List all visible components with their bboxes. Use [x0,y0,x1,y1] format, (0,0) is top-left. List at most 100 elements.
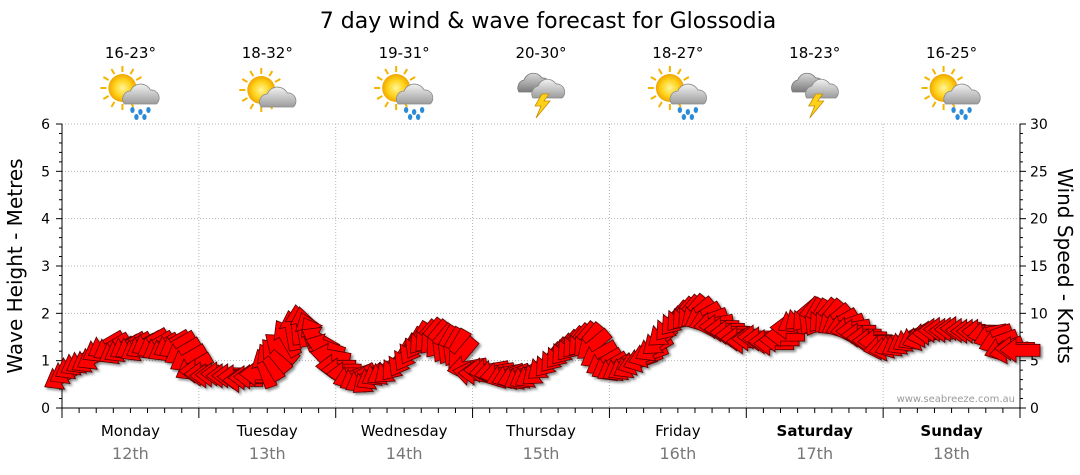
sun-ray [376,76,383,81]
chart-title: 7 day wind & wave forecast for Glossodia [320,9,776,34]
right-tick-label: 0 [1030,401,1039,417]
sun-ray [241,78,248,83]
sun-ray [384,68,390,75]
right-tick-label: 5 [1030,354,1039,370]
sun-ray [657,101,663,108]
rain-drop [685,109,691,115]
rain-drop [138,109,143,115]
left-tick-label: 5 [41,164,50,180]
day-name: Monday [101,422,160,440]
day-name: Wednesday [361,422,448,440]
cloud-shape [943,83,981,105]
day-labels: Monday 12th Tuesday 13th Wednesday 14th Thursd… [101,422,983,463]
left-tick-label: 6 [41,117,50,133]
rain-drop [419,107,425,113]
sun-ray [956,76,964,81]
sun-ray [931,68,937,75]
rain-drop [959,109,964,115]
sun-ray [384,101,390,108]
right-axis-title: Wind Speed - Knots [1053,168,1077,364]
day-date: 12th [112,444,149,463]
sun-ray [931,101,937,108]
sun-ray [924,95,931,100]
day-name: Sunday [920,422,983,440]
rain-drop [403,107,409,113]
rain-drop [955,114,960,120]
right-axis-ticks: 0 5 10 15 20 25 30 [1030,117,1048,417]
sun-ray [102,76,110,81]
storm-cloud-icon [517,72,566,119]
rain-drop [689,114,695,120]
left-tick-label: 4 [41,212,50,228]
rain-drop [963,114,968,120]
sun-ray [135,76,142,81]
rain-drop [146,107,151,113]
credit-text: www.seabreeze.com.au [897,394,1015,405]
day-date: 13th [249,444,286,463]
day-temp-range: 20-30° [515,44,566,62]
day-name: Thursday [505,422,576,440]
day-date: 15th [523,444,560,463]
cloud-shape [396,83,434,105]
right-tick-label: 10 [1030,306,1048,322]
cloud-shape [259,86,297,108]
rain-drop [681,114,687,120]
sun-ray [110,68,116,75]
weather-icon-row [100,66,981,120]
day-temp-range: 16-25° [926,44,977,62]
rain-drop [693,107,699,113]
right-tick-label: 15 [1030,259,1048,275]
cloud-shape [669,83,708,105]
temperature-row: 16-23° 18-32° 19-31° 20-30° 18-27° 18-23° 16-2… [105,44,977,62]
sun-ray [249,103,255,110]
rain-drop [967,107,972,113]
sun-cloud-icon [239,68,297,112]
cloud-shape [531,78,566,99]
left-tick-label: 2 [41,306,50,322]
sun-cloud-rain-icon [374,66,434,120]
sun-ray [676,68,682,75]
sun-ray [657,68,663,75]
rain-drop [407,114,413,120]
sun-ray [129,68,135,75]
left-tick-label: 3 [41,259,50,275]
day-name: Tuesday [236,422,298,440]
sun-ray [110,101,116,108]
day-temp-range: 18-27° [652,44,703,62]
rain-drop [130,107,135,113]
sun-ray [409,76,416,81]
sun-ray [376,95,383,100]
rain-drop [415,114,421,120]
left-tick-label: 1 [41,354,50,370]
left-tick-label: 0 [41,401,50,417]
sun-ray [950,68,956,75]
sun-ray [268,70,274,77]
lightning-bolt [534,93,551,119]
sun-ray [650,95,657,100]
day-temp-range: 18-23° [789,44,840,62]
day-date: 18th [933,444,970,463]
right-tick-label: 20 [1030,212,1048,228]
storm-cloud-icon [791,72,839,119]
sun-ray [650,76,657,81]
day-date: 16th [659,444,696,463]
lightning-bolt [808,93,825,119]
sun-ray [241,97,248,102]
wind-arrow [999,337,1041,364]
sun-cloud-rain-icon [921,66,981,120]
rain-drop [411,109,417,115]
left-axis-ticks: 0 1 2 3 4 5 6 [41,117,50,417]
rain-drop [677,107,683,113]
day-temp-range: 19-31° [379,44,430,62]
sun-ray [274,78,281,83]
rain-drop [951,107,956,113]
day-date: 14th [386,444,423,463]
rain-drop [134,114,139,120]
sun-ray [403,68,409,75]
cloud-shape [805,78,839,99]
day-temp-range: 16-23° [105,44,156,62]
sun-cloud-rain-icon [100,66,160,120]
sun-ray [924,76,931,81]
sun-ray [249,70,255,77]
